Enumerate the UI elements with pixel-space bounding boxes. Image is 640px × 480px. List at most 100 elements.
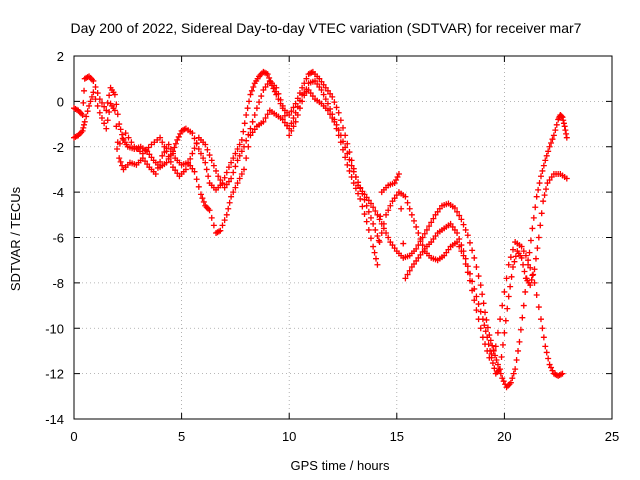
data-point xyxy=(167,158,174,165)
data-point xyxy=(413,257,420,264)
data-point xyxy=(395,170,402,177)
data-point xyxy=(335,127,342,134)
data-point xyxy=(372,226,379,233)
data-point xyxy=(501,329,508,336)
data-point xyxy=(499,302,506,309)
data-point xyxy=(169,164,176,171)
data-point xyxy=(561,123,568,130)
data-point xyxy=(84,108,91,115)
data-point xyxy=(372,255,379,262)
data-point xyxy=(374,261,381,268)
data-point xyxy=(241,143,248,150)
data-point xyxy=(480,300,487,307)
data-point xyxy=(292,118,299,125)
data-point xyxy=(241,166,248,173)
data-point xyxy=(221,184,228,191)
data-point xyxy=(117,158,124,165)
data-point xyxy=(475,273,482,280)
data-point xyxy=(260,118,267,125)
data-point xyxy=(230,169,237,176)
data-point xyxy=(548,364,555,371)
data-point xyxy=(544,180,551,187)
data-point xyxy=(152,170,159,177)
data-point xyxy=(262,84,269,91)
data-point xyxy=(327,90,334,97)
data-point xyxy=(520,248,527,255)
data-point xyxy=(273,84,280,91)
data-point xyxy=(350,180,357,187)
data-point xyxy=(249,118,256,125)
data-point xyxy=(359,203,366,210)
data-point xyxy=(159,139,166,146)
data-point xyxy=(445,246,452,253)
data-point xyxy=(106,92,113,99)
data-point xyxy=(553,121,560,128)
data-point xyxy=(552,127,559,134)
data-point xyxy=(157,134,164,141)
data-point xyxy=(79,111,86,118)
y-tick-label: 0 xyxy=(57,94,64,109)
data-point xyxy=(365,208,372,215)
data-point xyxy=(113,101,120,108)
data-point xyxy=(443,249,450,256)
data-point xyxy=(87,98,94,105)
data-point xyxy=(417,236,424,243)
data-point xyxy=(533,291,540,298)
data-point xyxy=(493,357,500,364)
data-point xyxy=(116,155,123,162)
data-point xyxy=(234,146,241,153)
data-point xyxy=(483,316,490,323)
data-point xyxy=(499,341,506,348)
data-point xyxy=(200,198,207,205)
data-point xyxy=(119,135,126,142)
data-point xyxy=(258,93,265,100)
data-point xyxy=(497,366,504,373)
data-point xyxy=(225,205,232,212)
data-point xyxy=(512,253,519,260)
data-point xyxy=(247,125,254,132)
data-point xyxy=(482,309,489,316)
data-point xyxy=(221,217,228,224)
data-point xyxy=(389,242,396,249)
data-point xyxy=(331,99,338,106)
data-point xyxy=(333,121,340,128)
data-point xyxy=(519,314,526,321)
data-point xyxy=(562,127,569,134)
data-point xyxy=(535,186,542,193)
data-point xyxy=(279,116,286,123)
data-point xyxy=(504,305,511,312)
data-point xyxy=(355,179,362,186)
data-point xyxy=(83,113,90,120)
data-point xyxy=(542,343,549,350)
data-point xyxy=(430,215,437,222)
data-point xyxy=(344,150,351,157)
data-point xyxy=(172,140,179,147)
data-point xyxy=(210,222,217,229)
data-point xyxy=(436,205,443,212)
data-point xyxy=(191,168,198,175)
data-point xyxy=(320,81,327,88)
data-point xyxy=(307,90,314,97)
data-point xyxy=(98,115,105,122)
data-point xyxy=(165,141,172,148)
data-point xyxy=(238,170,245,177)
data-point xyxy=(529,272,536,279)
data-point xyxy=(189,150,196,157)
chart-title: Day 200 of 2022, Sidereal Day-to-day VTE… xyxy=(71,20,582,36)
data-point xyxy=(479,291,486,298)
data-point xyxy=(541,192,548,199)
data-point xyxy=(505,261,512,268)
data-point xyxy=(197,191,204,198)
data-point xyxy=(370,243,377,250)
data-point xyxy=(522,288,529,295)
data-point xyxy=(404,199,411,206)
data-point xyxy=(517,326,524,333)
x-tick-label: 20 xyxy=(497,429,511,444)
data-point xyxy=(380,220,387,227)
data-point xyxy=(331,116,338,123)
data-point xyxy=(365,226,372,233)
data-point xyxy=(535,304,542,311)
data-point xyxy=(262,115,269,122)
data-point xyxy=(333,104,340,111)
data-point xyxy=(512,366,519,373)
